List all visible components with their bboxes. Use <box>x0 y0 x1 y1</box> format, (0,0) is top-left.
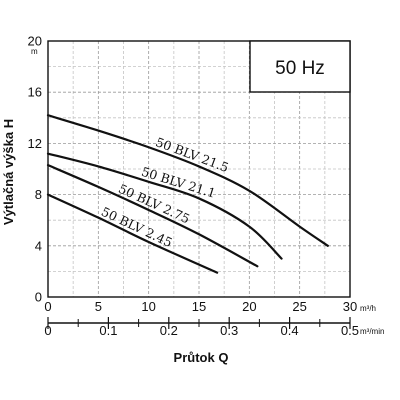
y-tick-label: 0 <box>35 290 42 305</box>
x-unit-primary: m³/h <box>360 304 376 313</box>
x-tick-label-secondary: 0.3 <box>220 323 238 338</box>
x-tick-label-secondary: 0 <box>44 323 51 338</box>
y-tick-label: 16 <box>28 85 42 100</box>
y-tick-label: 20 <box>28 34 42 49</box>
x-tick-label-secondary: 0.1 <box>99 323 117 338</box>
frequency-label: 50 Hz <box>275 58 325 79</box>
series-line <box>46 114 329 247</box>
curves <box>46 114 329 274</box>
y-tick-label: 4 <box>35 238 42 253</box>
y-tick-label: 8 <box>35 187 42 202</box>
x-axis-title: Průtok Q <box>174 350 229 365</box>
y-axis-title: Výtlačná výška H <box>1 119 16 225</box>
y-unit-label: m <box>31 47 38 56</box>
x-unit-secondary: m³/min <box>360 327 384 336</box>
x-tick-label-secondary: 0.4 <box>281 323 299 338</box>
x-tick-label-primary: 20 <box>242 299 256 314</box>
x-tick-labels-primary: 0 5 10 15 20 25 30 <box>44 299 357 314</box>
x-tick-label-primary: 0 <box>44 299 51 314</box>
series-line <box>46 164 259 268</box>
y-tick-label: 12 <box>28 136 42 151</box>
frequency-box: 50 Hz <box>249 40 351 93</box>
series-line <box>46 152 283 260</box>
x-tick-label-primary: 10 <box>141 299 155 314</box>
series-line <box>46 193 219 274</box>
x-tick-label-secondary: 0.5 <box>341 323 359 338</box>
x-tick-labels-secondary: 0 0.1 0.2 0.3 0.4 0.5 <box>44 323 359 338</box>
x-tick-label-primary: 5 <box>95 299 102 314</box>
x-tick-label-primary: 15 <box>192 299 206 314</box>
secondary-x-axis <box>47 317 351 329</box>
x-tick-label-secondary: 0.2 <box>160 323 178 338</box>
x-tick-label-primary: 30 <box>343 299 357 314</box>
plot-frame <box>47 40 351 298</box>
y-tick-labels: 0 4 8 12 16 20 <box>28 34 42 305</box>
x-tick-label-primary: 25 <box>292 299 306 314</box>
